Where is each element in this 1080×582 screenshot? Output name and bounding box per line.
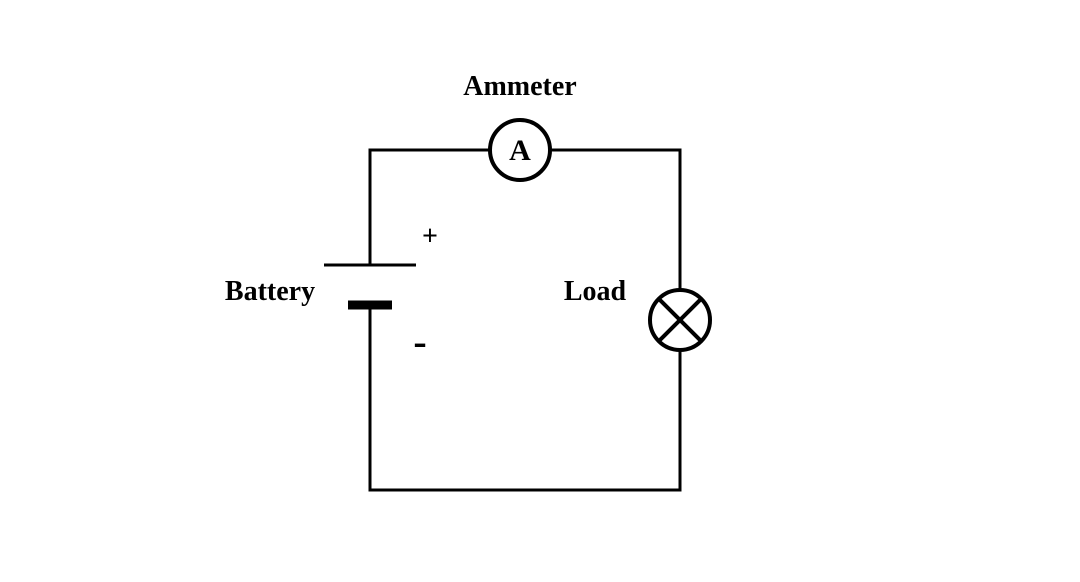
- battery-minus-label: -: [413, 319, 426, 364]
- battery-plus-label: +: [422, 221, 438, 252]
- battery-label: Battery: [225, 276, 315, 307]
- ammeter-symbol: A: [509, 134, 531, 167]
- load-lamp-icon: [650, 290, 710, 350]
- load-label: Load: [564, 276, 627, 307]
- ammeter-label: Ammeter: [463, 71, 576, 102]
- circuit-diagram: A Ammeter Battery Load + -: [0, 0, 1080, 582]
